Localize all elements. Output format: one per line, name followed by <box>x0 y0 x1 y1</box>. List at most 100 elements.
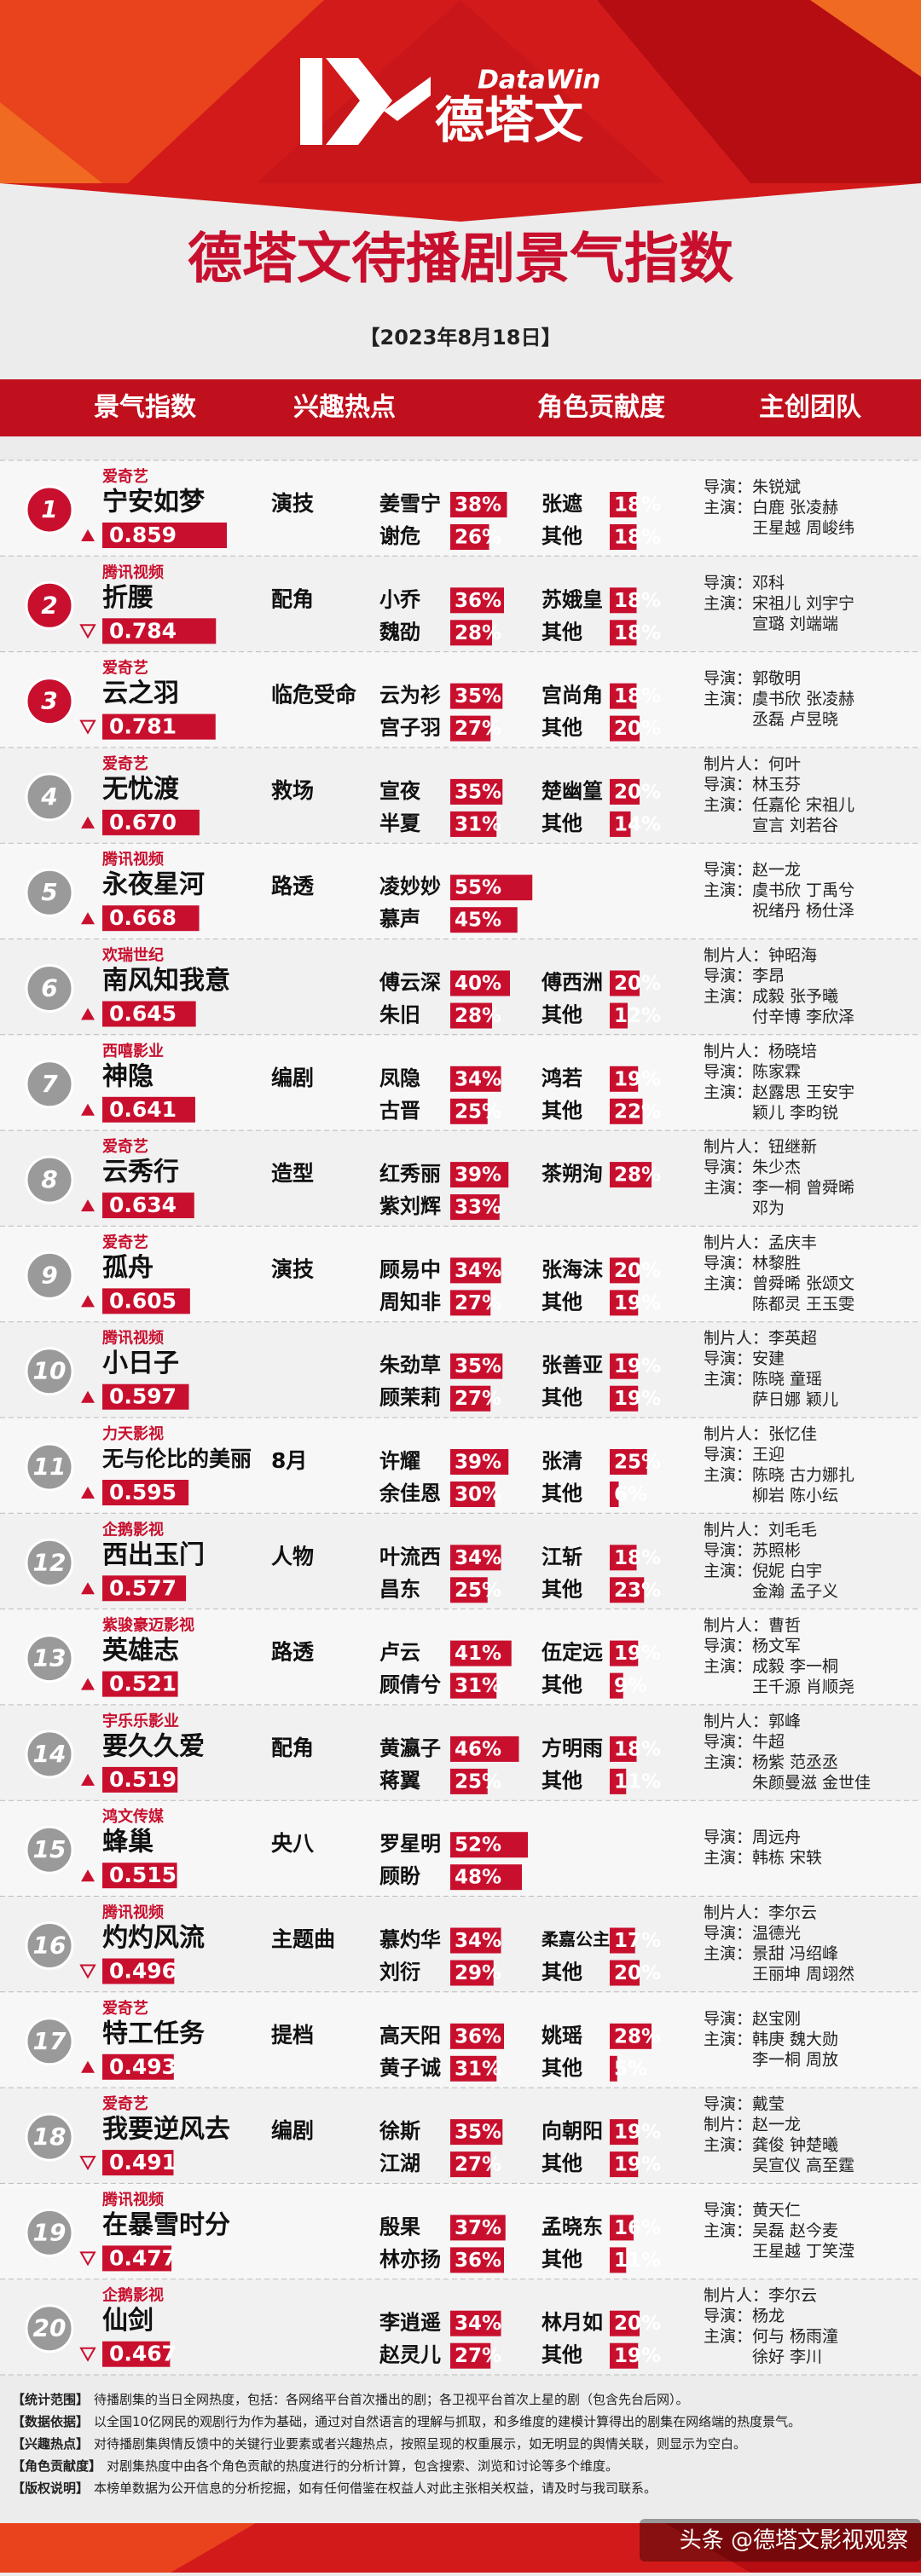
role-name: 其他 <box>542 1481 582 1505</box>
index-value: 0.491 <box>109 2150 177 2175</box>
platform: 腾讯视频 <box>102 563 164 581</box>
trend-up <box>81 1008 95 1020</box>
role-bar <box>610 1353 639 1379</box>
role-pct: 36% <box>455 2025 501 2048</box>
role-pct: 20% <box>614 1962 661 1984</box>
rank-number: 5 <box>41 878 57 906</box>
trend-up <box>81 1390 95 1403</box>
role-pct: 25% <box>455 1100 501 1123</box>
drama-name: 云秀行 <box>102 1158 179 1187</box>
team-line: 制片：赵一龙 <box>704 2116 801 2134</box>
role-name: 其他 <box>542 2151 582 2175</box>
role-name: 其他 <box>542 811 582 835</box>
rank-number: 13 <box>33 1644 67 1672</box>
drama-name: 孤舟 <box>102 1253 154 1283</box>
role-name: 顾易中 <box>379 1257 441 1281</box>
role-bar <box>450 683 503 709</box>
team-line: 导演：安建 <box>704 1349 785 1368</box>
role-pct: 36% <box>455 590 501 612</box>
role-name: 张遮 <box>542 492 582 516</box>
team-line: 萨日娜 颖儿 <box>752 1390 838 1409</box>
role-pct: 22% <box>614 1100 661 1123</box>
hotspot: 配角 <box>271 586 314 611</box>
role-bar <box>610 1257 640 1284</box>
team-line: 付辛博 李欣泽 <box>752 1008 854 1026</box>
role-bar <box>450 1545 501 1571</box>
role-pct: 31% <box>455 2058 501 2080</box>
rank-number: 20 <box>33 2314 67 2342</box>
role-bar <box>450 1002 492 1029</box>
role-bar <box>610 492 637 517</box>
team-line: 主演：韩庚 魏大勋 <box>704 2030 838 2048</box>
team-line: 主演：赵露思 王安宇 <box>704 1083 854 1101</box>
rank-number: 7 <box>41 1070 58 1098</box>
role-name: 张海沫 <box>542 1257 604 1281</box>
team-line: 王丽坤 周翊然 <box>752 1965 854 1984</box>
drama-name: 英雄志 <box>102 1636 179 1666</box>
platform: 爱奇艺 <box>102 467 148 486</box>
role-name: 赵灵儿 <box>379 2343 441 2367</box>
rank-number: 10 <box>33 1357 67 1385</box>
role-name: 其他 <box>542 1769 582 1793</box>
role-pct: 41% <box>455 1643 501 1665</box>
role-bar <box>610 2055 617 2082</box>
role-name: 顾茉莉 <box>379 1386 441 1410</box>
role-pct: 25% <box>614 1452 661 1474</box>
platform: 力天影视 <box>102 1424 164 1443</box>
role-pct: 25% <box>455 1770 501 1793</box>
role-pct: 20% <box>614 2313 661 2335</box>
role-pct: 11% <box>614 1770 661 1793</box>
note-label: 【角色贡献度】 <box>12 2458 101 2474</box>
role-bar <box>610 2310 640 2336</box>
platform: 紫骏豪迈影视 <box>102 1616 194 1635</box>
role-name: 罗星明 <box>379 1832 441 1856</box>
team-line: 制片人：郭峰 <box>704 1712 801 1730</box>
role-bar <box>610 2342 639 2369</box>
role-pct: 20% <box>614 973 661 995</box>
date: 【2023年8月18日】 <box>360 326 562 349</box>
team-line: 制片人：刘毛毛 <box>704 1521 817 1539</box>
role-pct: 48% <box>455 1867 501 1889</box>
team-line: 王星越 丁笑滢 <box>752 2242 854 2261</box>
team-line: 导演：朱锐斌 <box>704 478 801 497</box>
platform: 爱奇艺 <box>102 1999 148 2018</box>
team-line: 导演：黄天仁 <box>704 2201 801 2220</box>
role-bar <box>450 2247 504 2273</box>
team-line: 颖儿 李昀锐 <box>752 1103 838 1122</box>
role-pct: 18% <box>614 494 661 517</box>
role-bar <box>610 811 631 837</box>
rank-number: 15 <box>33 1835 67 1863</box>
role-bar <box>450 1162 509 1188</box>
role-name: 苏娥皇 <box>542 587 603 611</box>
role-pct: 39% <box>455 1452 501 1474</box>
team-line: 主演：陈晓 童瑶 <box>704 1370 822 1389</box>
role-name: 朱旧 <box>379 1003 420 1027</box>
platform: 欢瑞世纪 <box>101 946 164 965</box>
rank-badge <box>25 772 74 822</box>
page-title: 德塔文待播剧景气指数 <box>188 228 733 292</box>
rank-badge <box>25 2112 74 2162</box>
team-line: 徐好 李川 <box>752 2348 822 2366</box>
hotspot: 编剧 <box>271 1066 314 1090</box>
platform: 爱奇艺 <box>102 2094 148 2113</box>
platform: 企鹅影视 <box>101 1520 164 1539</box>
role-name: 林月如 <box>542 2311 603 2335</box>
trend-down <box>79 719 96 735</box>
role-bar <box>450 1385 491 1412</box>
index-bar <box>102 2053 174 2080</box>
role-bar <box>450 1066 501 1092</box>
index-bar <box>102 809 200 835</box>
role-pct: 19% <box>614 1068 661 1090</box>
team-line: 王星越 周峻纬 <box>752 519 854 538</box>
rank-badge <box>25 2304 74 2354</box>
index-value: 0.577 <box>109 1575 177 1600</box>
role-bar <box>450 1768 488 1794</box>
platform: 腾讯视频 <box>102 1903 164 1922</box>
team-line: 导演：林玉芬 <box>704 775 801 794</box>
